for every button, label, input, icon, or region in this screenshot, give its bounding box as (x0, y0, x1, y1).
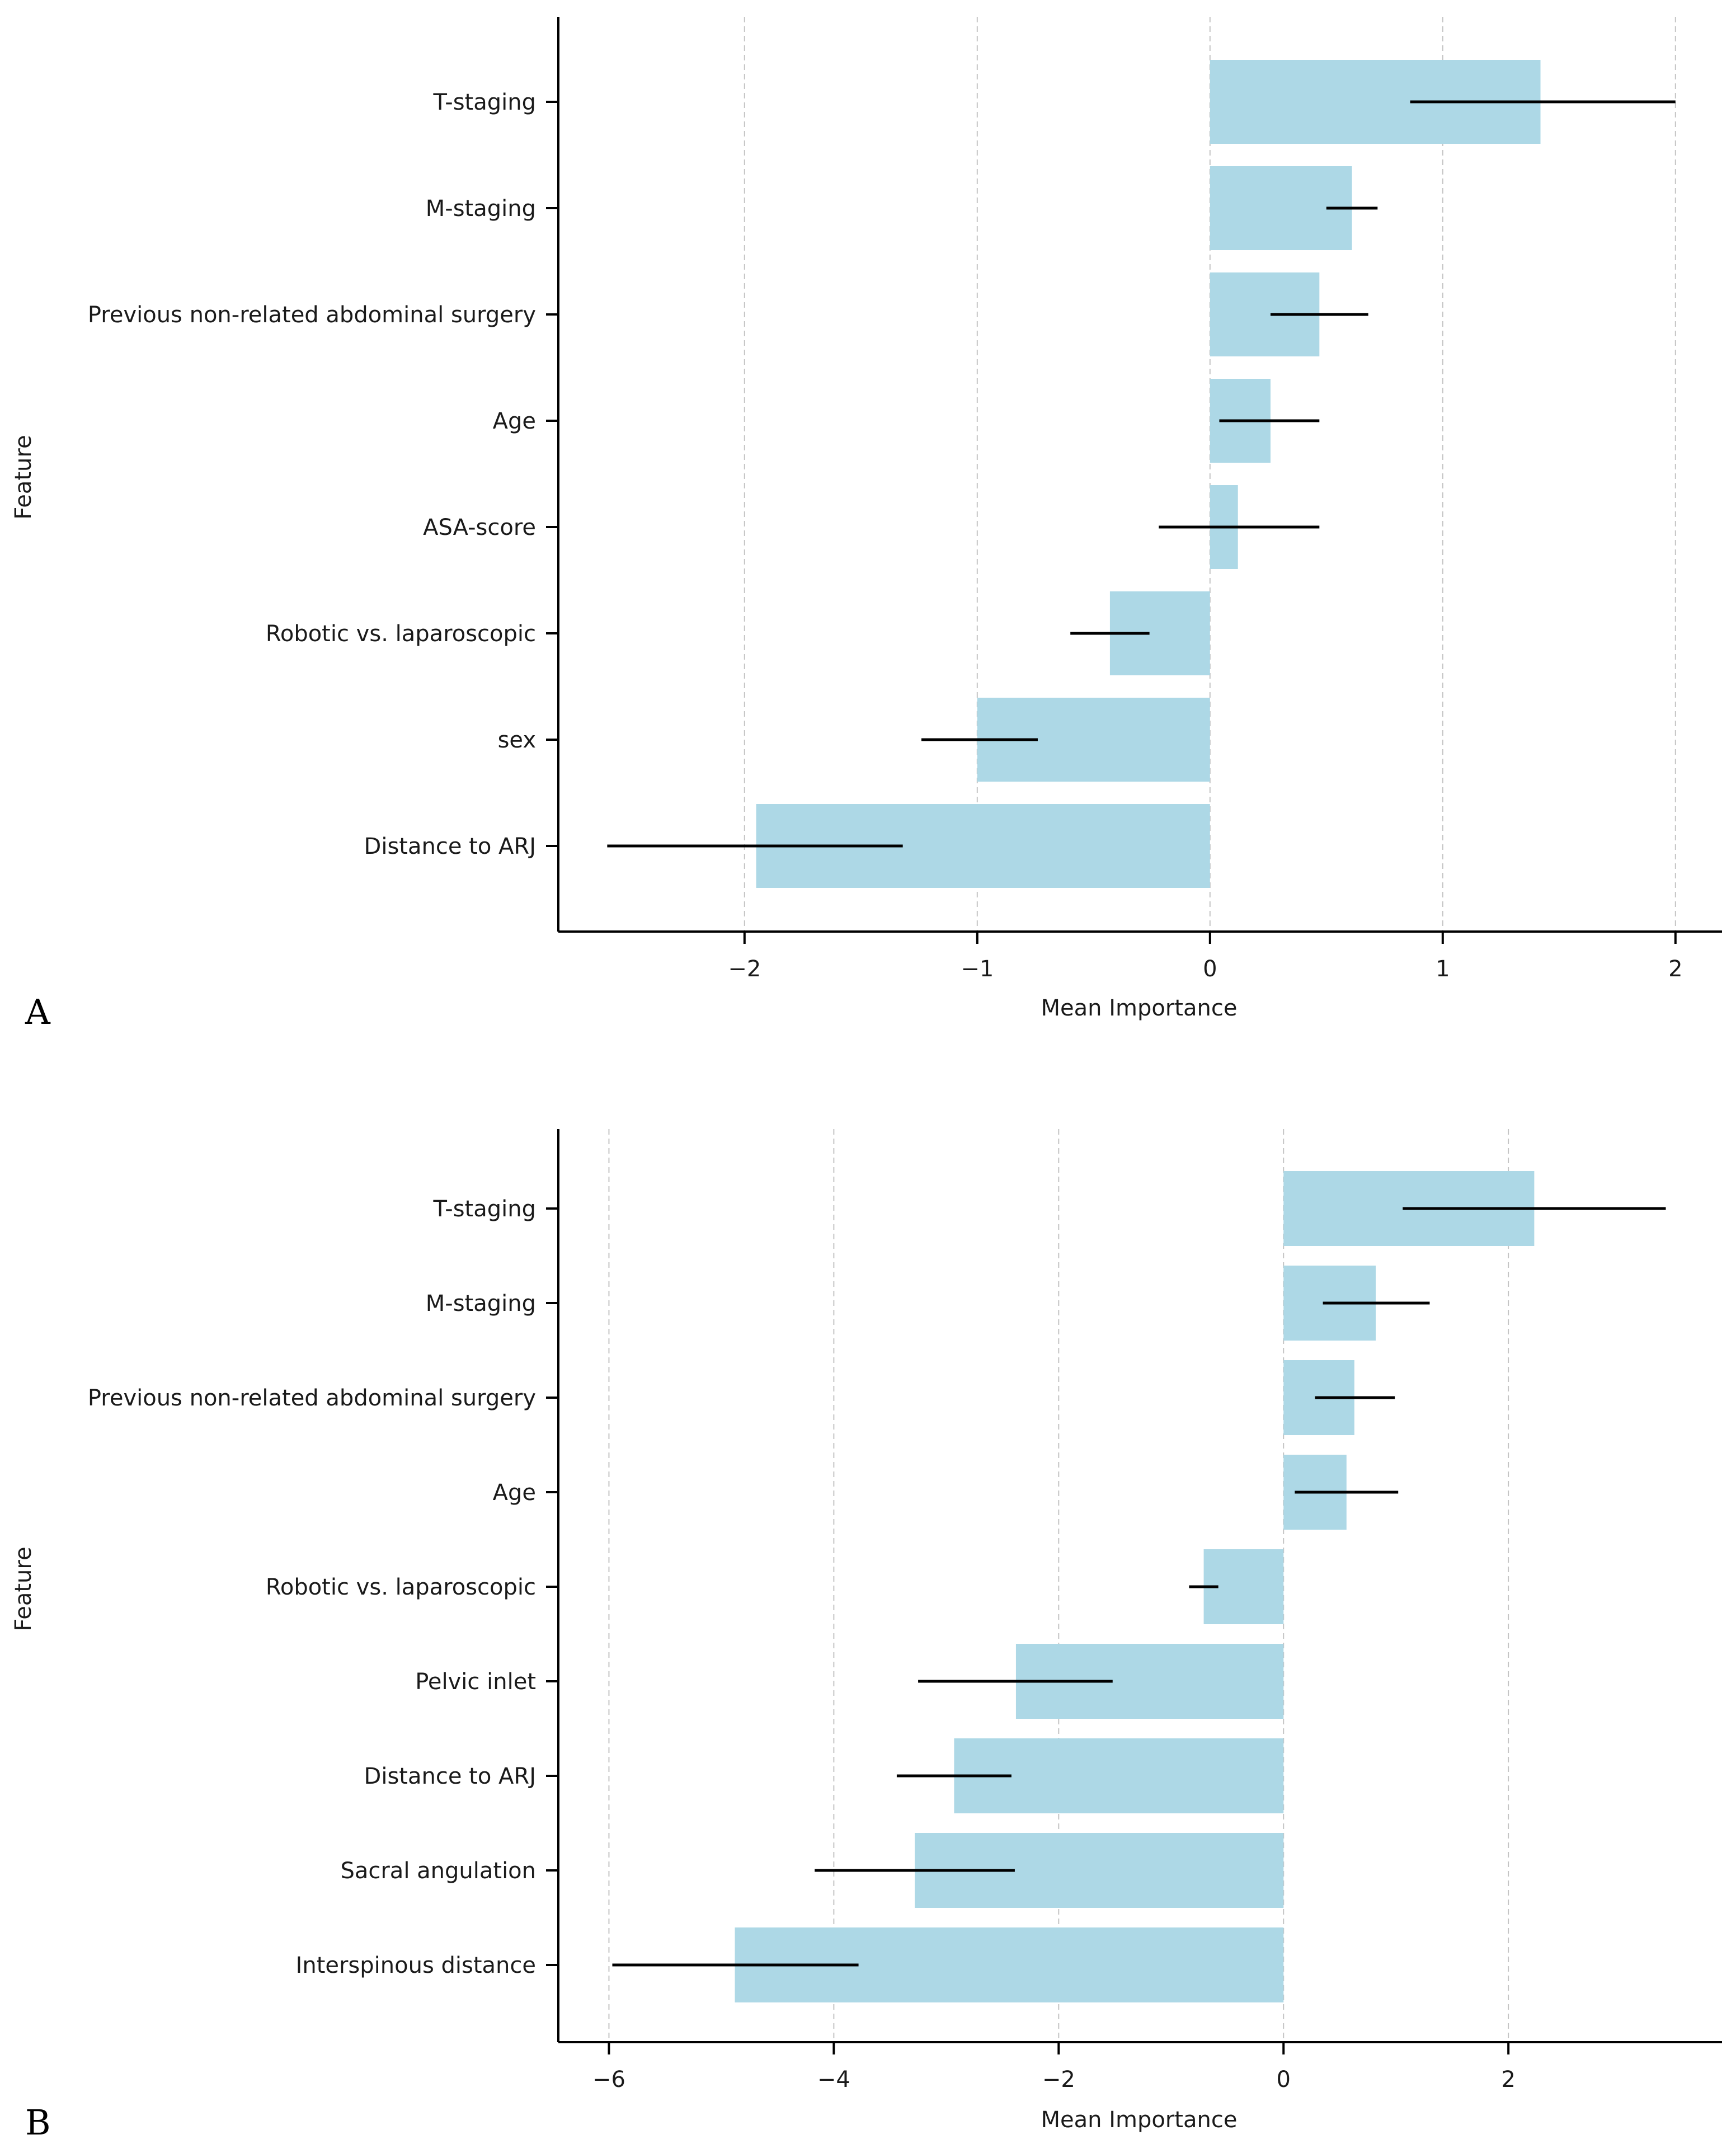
y-tick-label: Distance to ARJ (364, 1764, 536, 1789)
x-tick-label: −2 (728, 956, 761, 982)
x-tick-label: 0 (1277, 2067, 1291, 2093)
y-tick-label: Robotic vs. laparoscopic (266, 621, 536, 647)
y-tick-label: T-staging (433, 90, 536, 115)
y-tick-label: Sacral angulation (340, 1858, 536, 1884)
x-tick-label: −4 (817, 2067, 850, 2093)
x-tick-label: 2 (1668, 956, 1682, 982)
x-tick-label: 1 (1436, 956, 1450, 982)
y-tick-label: Age (493, 1480, 536, 1506)
y-tick-label: Distance to ARJ (364, 834, 536, 859)
x-tick-label: 0 (1203, 956, 1217, 982)
y-axis-label: Feature (11, 435, 36, 519)
y-tick-label: Previous non-related abdominal surgery (88, 1385, 536, 1411)
y-ticks: T-staging M-staging Previous non-related a… (88, 90, 558, 859)
x-axis-label: Mean Importance (1041, 2107, 1238, 2133)
x-ticks: −6 −4 −2 0 2 (592, 2042, 1516, 2093)
y-tick-label: sex (498, 727, 536, 753)
chart-panel-a: −2 −1 0 1 2 T-staging M-staging Previous non-r… (11, 17, 1722, 1032)
error-bars (607, 100, 1676, 848)
x-tick-label: −2 (1042, 2067, 1075, 2093)
y-tick-label: ASA-score (423, 515, 536, 540)
y-ticks: T-staging M-staging Previous non-related a… (88, 1196, 558, 1978)
chart-panel-b: −6 −4 −2 0 2 T-staging M-staging Previous non-… (11, 1129, 1722, 2143)
x-tick-label: −6 (592, 2067, 625, 2093)
x-axis-label: Mean Importance (1041, 995, 1238, 1021)
y-tick-label: Interspinous distance (296, 1953, 536, 1978)
y-tick-label: Robotic vs. laparoscopic (266, 1574, 536, 1600)
y-tick-label: Pelvic inlet (415, 1669, 536, 1695)
error-bars (612, 1207, 1666, 1967)
x-ticks: −2 −1 0 1 2 (728, 932, 1683, 982)
x-tick-label: −1 (961, 956, 994, 982)
y-tick-label: Age (493, 408, 536, 434)
y-tick-label: T-staging (433, 1196, 536, 1222)
y-axis-label: Feature (11, 1546, 36, 1631)
panel-label-b: B (25, 2102, 51, 2143)
x-tick-label: 2 (1501, 2067, 1515, 2093)
panel-label-a: A (25, 991, 51, 1032)
y-tick-label: M-staging (426, 196, 536, 222)
y-tick-label: M-staging (426, 1291, 536, 1317)
y-tick-label: Previous non-related abdominal surgery (88, 302, 536, 328)
